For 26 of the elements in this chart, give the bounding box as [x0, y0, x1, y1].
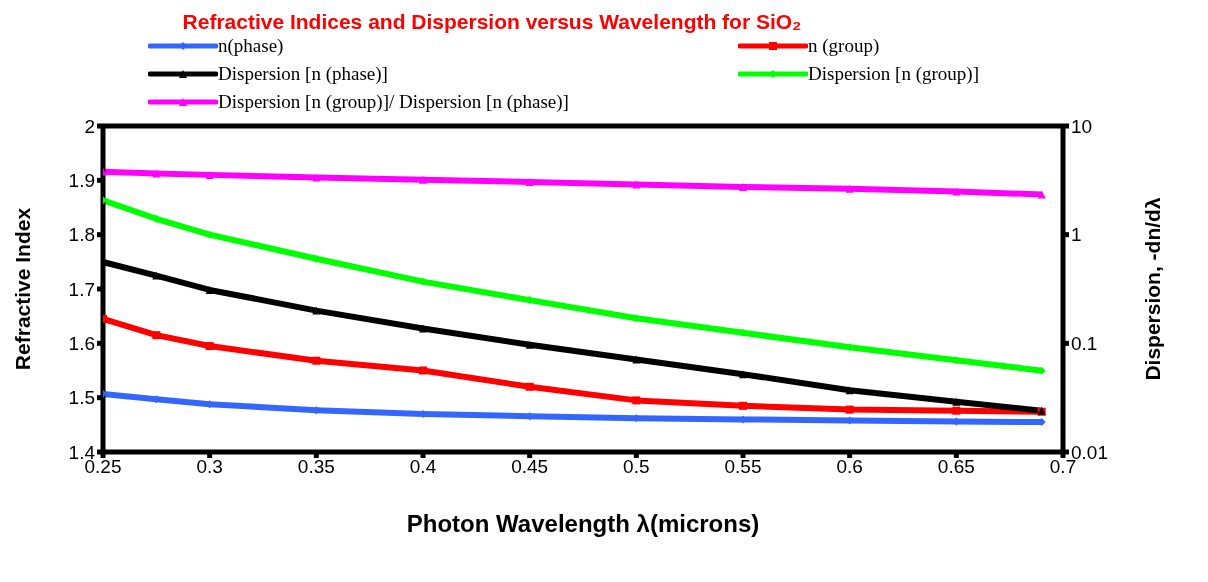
y2-tick-label: 0.1: [1071, 333, 1098, 355]
legend-label: Dispersion [n (phase)]: [218, 63, 388, 85]
y-tick-label: 1.5: [68, 387, 95, 409]
y-axis-title: Refractive Index: [11, 207, 35, 371]
x-tick-label: 0.45: [511, 456, 549, 478]
y-tick-label: 2: [84, 115, 95, 137]
y2-axis-title: Dispersion, -dn/dλ: [1141, 197, 1165, 381]
legend-label: Dispersion [n (group)]/ Dispersion [n (phase)]: [218, 91, 569, 113]
y-tick-label: 1.7: [68, 278, 95, 300]
legend-label: n(phase): [218, 35, 284, 57]
y2-tick-label: 10: [1071, 115, 1093, 137]
x-tick-label: 0.5: [623, 456, 650, 478]
x-axis-title: Photon Wavelength λ(microns): [406, 510, 760, 537]
y-tick-label: 1.8: [68, 224, 95, 246]
x-tick-label: 0.65: [937, 456, 975, 478]
legend-label: Dispersion [n (group)]: [808, 63, 979, 85]
x-tick-label: 0.55: [724, 456, 762, 478]
x-tick-label: 0.4: [409, 456, 437, 478]
x-tick-label: 0.3: [196, 456, 223, 478]
x-tick-label: 0.35: [297, 456, 335, 478]
chart-title: Refractive Indices and Dispersion versus Wavelength for SiO₂: [181, 10, 803, 34]
legend-label: n (group): [808, 35, 880, 57]
y-tick-label: 1.6: [68, 333, 95, 355]
y-tick-label: 1.9: [68, 170, 95, 192]
x-tick-label: 0.6: [836, 456, 863, 478]
y2-tick-label: 1: [1071, 224, 1082, 246]
